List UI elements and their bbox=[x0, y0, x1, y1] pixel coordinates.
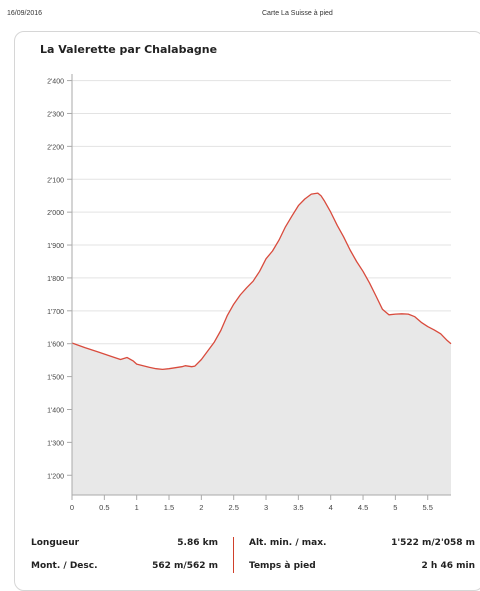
walking-time-value: 2 h 46 min bbox=[421, 561, 475, 571]
ascent-descent-value: 562 m/562 m bbox=[152, 561, 218, 571]
area-layer bbox=[71, 192, 452, 495]
y-tick-label: 1'300 bbox=[47, 440, 64, 447]
altitude-label: Alt. min. / max. bbox=[249, 538, 327, 548]
y-tick-label: 2'400 bbox=[47, 79, 64, 86]
walking-time-label: Temps à pied bbox=[249, 561, 316, 571]
y-tick-label: 1'600 bbox=[47, 342, 64, 349]
x-tick-label: 1.5 bbox=[164, 503, 174, 512]
length-label: Longueur bbox=[31, 538, 80, 548]
x-tick-label: 1 bbox=[135, 503, 139, 512]
route-stats: Longueur 5.86 km Mont. / Desc. 562 m/562… bbox=[0, 530, 480, 580]
x-tick-label: 5 bbox=[393, 503, 397, 512]
y-tick-label: 2'100 bbox=[47, 177, 64, 184]
x-tick-label: 5.5 bbox=[422, 503, 432, 512]
elevation-line bbox=[71, 192, 452, 371]
x-tick-label: 3 bbox=[264, 503, 268, 512]
y-tick-label: 1'900 bbox=[47, 243, 64, 250]
y-tick-label: 1'200 bbox=[47, 473, 64, 480]
y-tick-label: 1'400 bbox=[47, 407, 64, 414]
altitude-value: 1'522 m/2'058 m bbox=[391, 538, 475, 548]
x-tick-label: 4 bbox=[329, 503, 333, 512]
y-tick-label: 2'300 bbox=[47, 111, 64, 118]
y-tick-label: 1'700 bbox=[47, 309, 64, 316]
x-tick-label: 0 bbox=[70, 503, 74, 512]
x-tick-label: 2.5 bbox=[228, 503, 238, 512]
y-tick-label: 2'000 bbox=[47, 210, 64, 217]
ascent-descent-label: Mont. / Desc. bbox=[31, 561, 98, 571]
x-tick-label: 3.5 bbox=[293, 503, 303, 512]
y-tick-labels: 1'200 1'300 1'400 1'500 1'600 1'700 1'800 1'900… bbox=[47, 79, 64, 481]
elevation-area bbox=[72, 193, 451, 495]
x-tick-label: 0.5 bbox=[99, 503, 109, 512]
print-header: 16/09/2016 Carte La Suisse à pied bbox=[0, 0, 480, 22]
stats-divider bbox=[233, 537, 234, 573]
length-value: 5.86 km bbox=[177, 538, 218, 548]
y-tick-label: 1'500 bbox=[47, 375, 64, 382]
y-tick-label: 2'200 bbox=[47, 144, 64, 151]
print-title: Carte La Suisse à pied bbox=[262, 10, 333, 17]
x-tick-label: 4.5 bbox=[358, 503, 368, 512]
y-tick-label: 1'800 bbox=[47, 276, 64, 283]
route-title: La Valerette par Chalabagne bbox=[40, 43, 218, 56]
x-tick-labels: 0 0.5 1 1.5 2 2.5 3 3.5 4 4.5 5 5.5 bbox=[70, 503, 433, 512]
print-date: 16/09/2016 bbox=[7, 10, 43, 17]
axis-layer bbox=[67, 74, 451, 500]
x-tick-label: 2 bbox=[199, 503, 203, 512]
